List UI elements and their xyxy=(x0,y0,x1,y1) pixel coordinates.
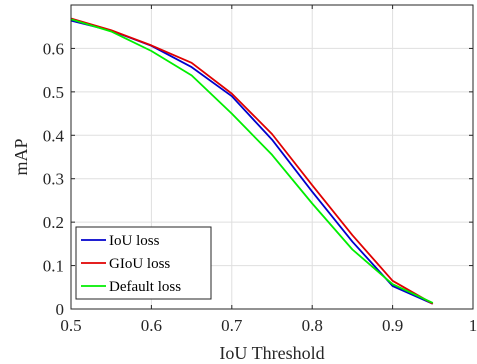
x-tick-label: 0.6 xyxy=(141,316,162,335)
series-lines xyxy=(70,17,434,305)
x-tick-label: 0.8 xyxy=(302,316,323,335)
y-tick-label: 0.3 xyxy=(43,170,64,189)
x-tick-label: 0.5 xyxy=(60,316,81,335)
axis-ticks: 0.5 0.6 0.7 0.8 0.9 1 0 0.1 0.2 0.3 0.4 0.5 0.6 xyxy=(43,5,477,335)
x-tick-label: 1 xyxy=(469,316,477,335)
x-axis-title: IoU Threshold xyxy=(219,343,324,363)
y-tick-label: 0.5 xyxy=(43,83,64,102)
series-line-2 xyxy=(70,18,434,304)
y-tick-label: 0.2 xyxy=(43,213,64,232)
y-tick-label: 0.1 xyxy=(43,257,64,276)
x-tick-label: 0.9 xyxy=(382,316,403,335)
legend: IoU loss GIoU loss Default loss xyxy=(75,226,212,300)
plot-frame xyxy=(70,4,474,310)
legend-label: IoU loss xyxy=(109,233,160,249)
legend-label: GIoU loss xyxy=(109,256,170,272)
y-axis-title: mAP xyxy=(11,138,31,175)
y-tick-label: 0.4 xyxy=(43,126,65,145)
series-line-1 xyxy=(70,17,434,305)
y-tick-label: 0.6 xyxy=(43,39,64,58)
x-tick-label: 0.7 xyxy=(221,316,243,335)
y-tick-label: 0 xyxy=(56,300,65,319)
legend-label: Default loss xyxy=(109,279,181,295)
